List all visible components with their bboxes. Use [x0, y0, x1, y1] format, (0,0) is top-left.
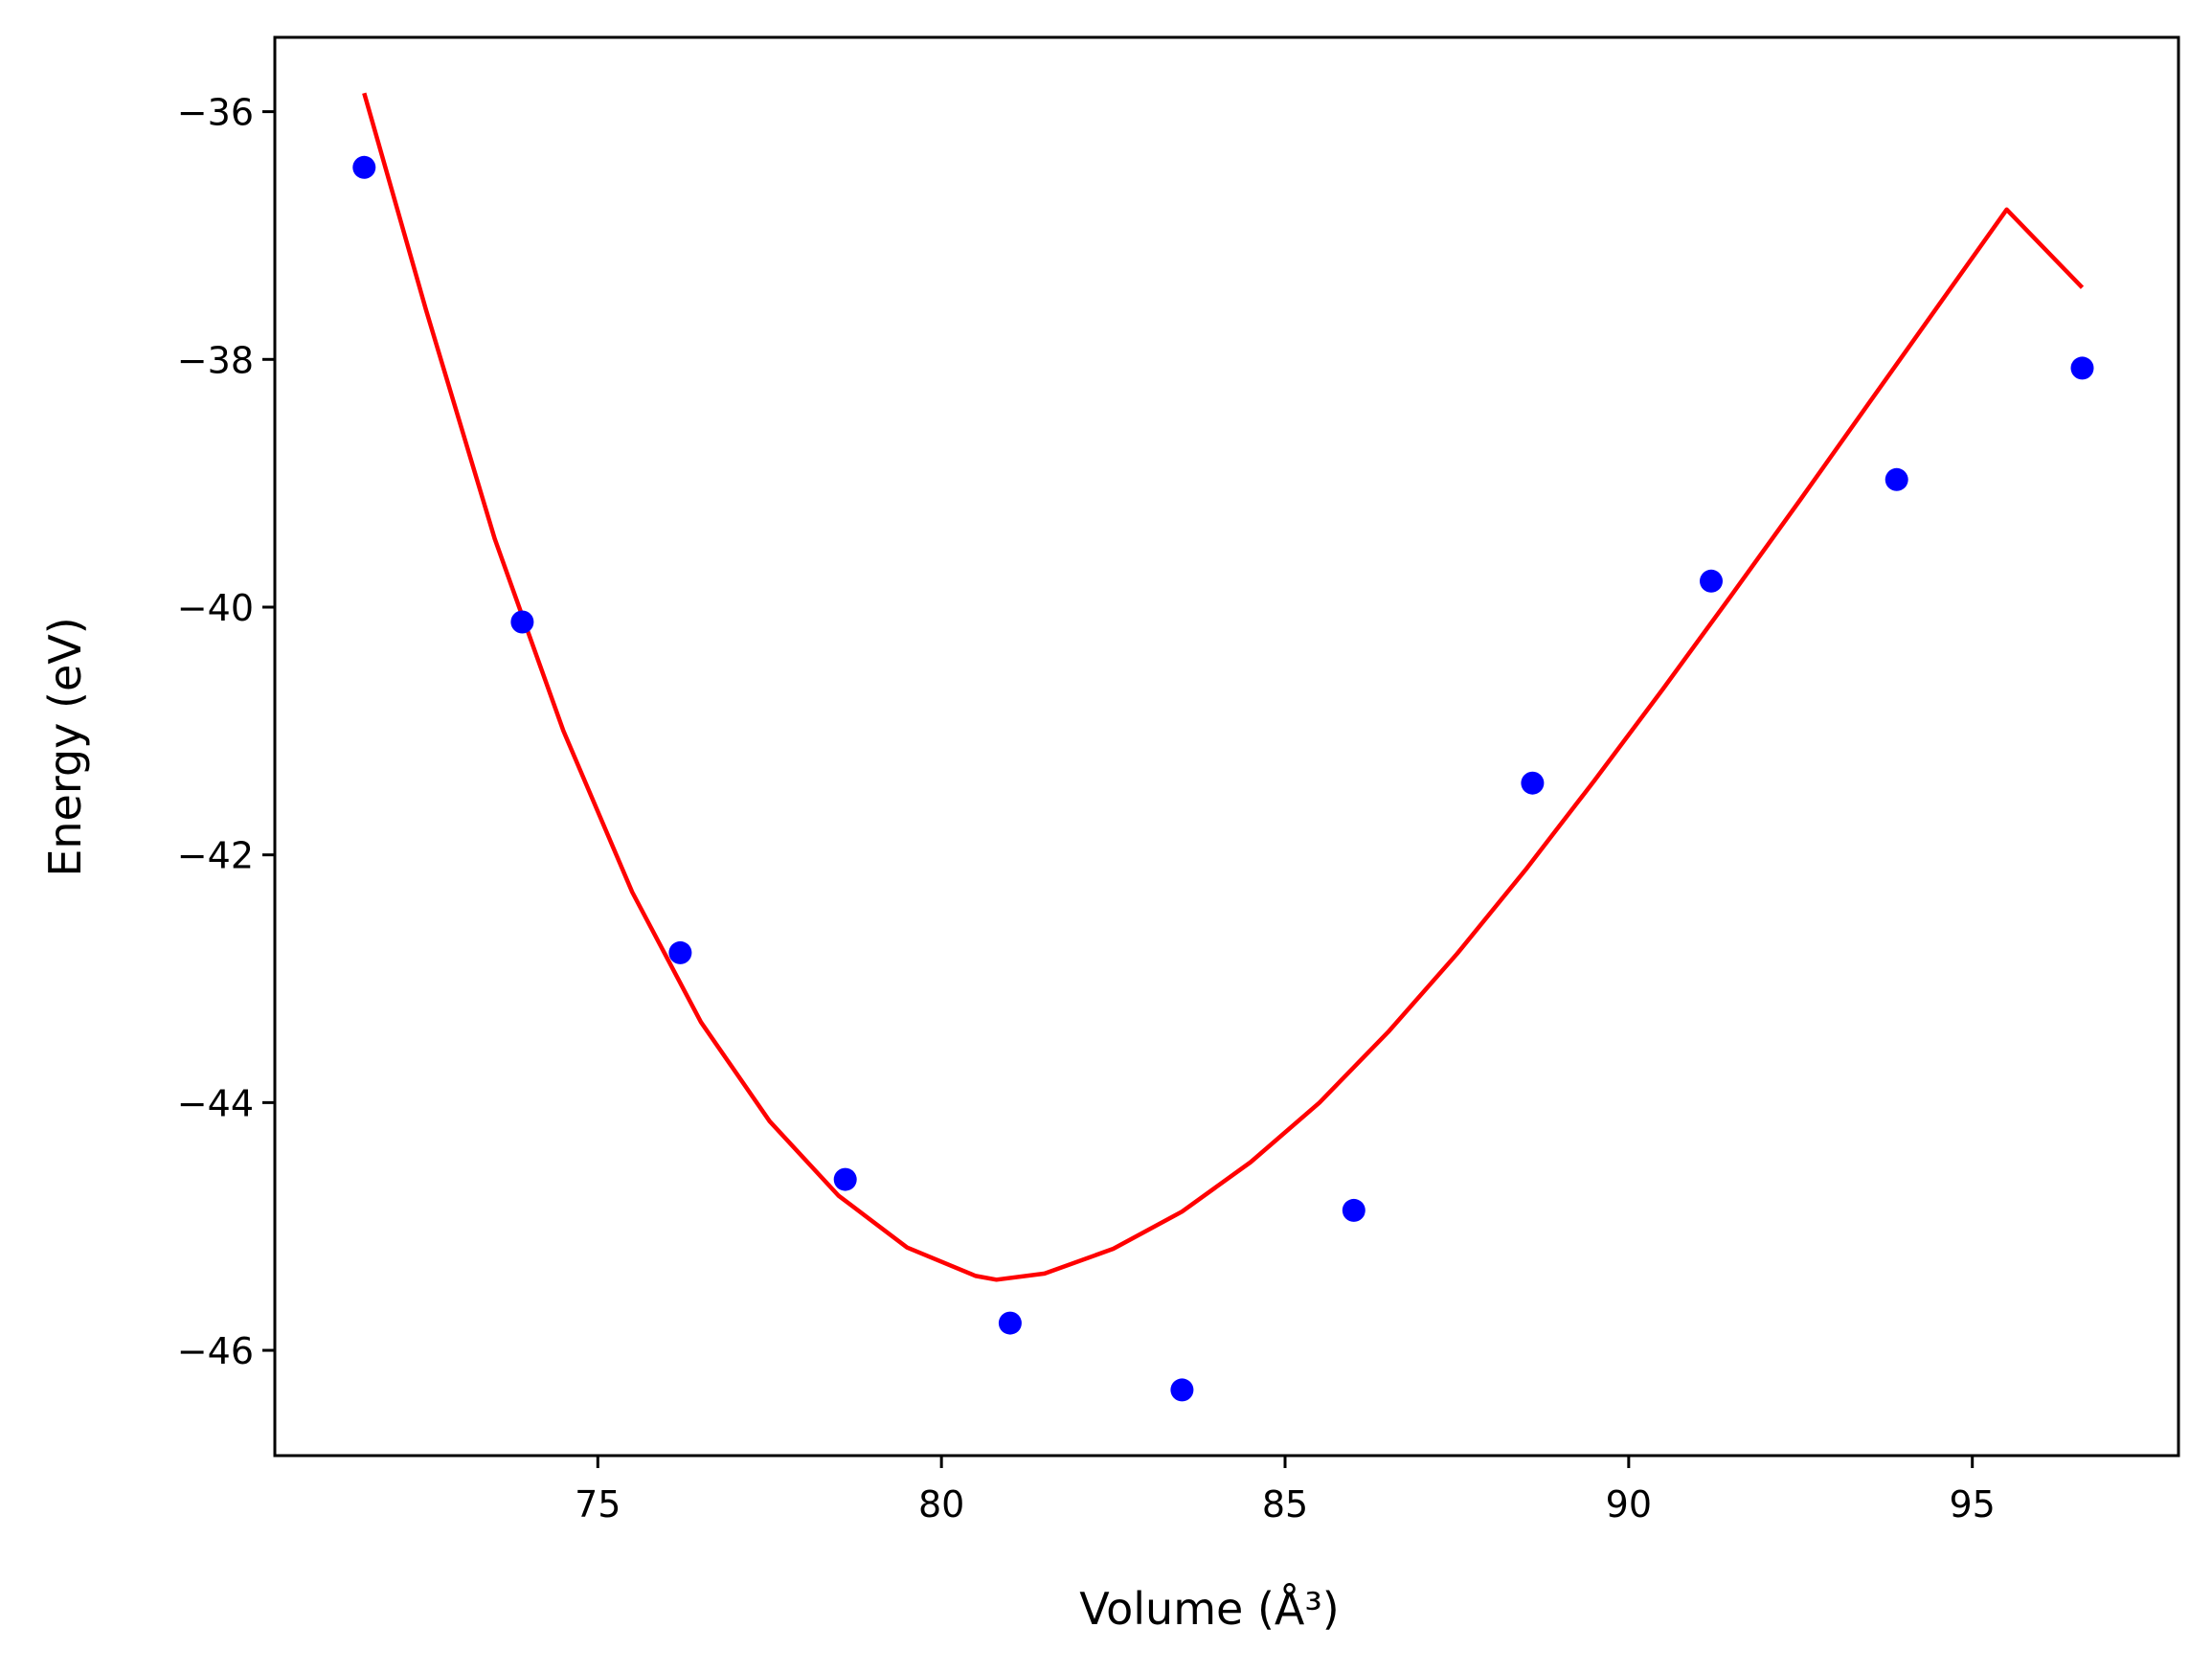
y-axis: −36 −38 −40 −42 −44 −46 — [177, 92, 275, 1372]
y-tick-label: −36 — [177, 92, 254, 134]
y-axis-label: Energy (eV) — [39, 617, 91, 876]
data-point — [2070, 356, 2094, 380]
x-axis-label: Volume (Å³) — [1079, 1583, 1340, 1635]
y-tick-label: −44 — [177, 1082, 254, 1124]
y-tick-label: −40 — [177, 587, 254, 629]
x-tick-label: 80 — [918, 1483, 964, 1526]
plot-area — [352, 92, 2094, 1402]
x-tick-label: 75 — [575, 1483, 621, 1526]
y-tick-label: −38 — [177, 339, 254, 381]
data-point — [1700, 569, 1723, 593]
y-tick-label: −46 — [177, 1330, 254, 1372]
data-point — [1521, 771, 1545, 795]
x-tick-label: 95 — [1950, 1483, 1996, 1526]
x-tick-label: 85 — [1262, 1483, 1308, 1526]
data-point — [1885, 467, 1908, 491]
data-point — [1170, 1378, 1194, 1402]
x-tick-label: 90 — [1606, 1483, 1652, 1526]
y-tick-label: −42 — [177, 835, 254, 877]
fit-curve — [362, 92, 2085, 1282]
data-point — [998, 1311, 1022, 1335]
data-point — [352, 155, 376, 179]
data-point — [833, 1167, 857, 1191]
data-point — [510, 610, 534, 634]
x-axis: 75 80 85 90 95 — [575, 1456, 1996, 1526]
data-point — [668, 940, 692, 964]
data-point — [1342, 1198, 1366, 1222]
axes-frame — [273, 35, 2180, 1458]
